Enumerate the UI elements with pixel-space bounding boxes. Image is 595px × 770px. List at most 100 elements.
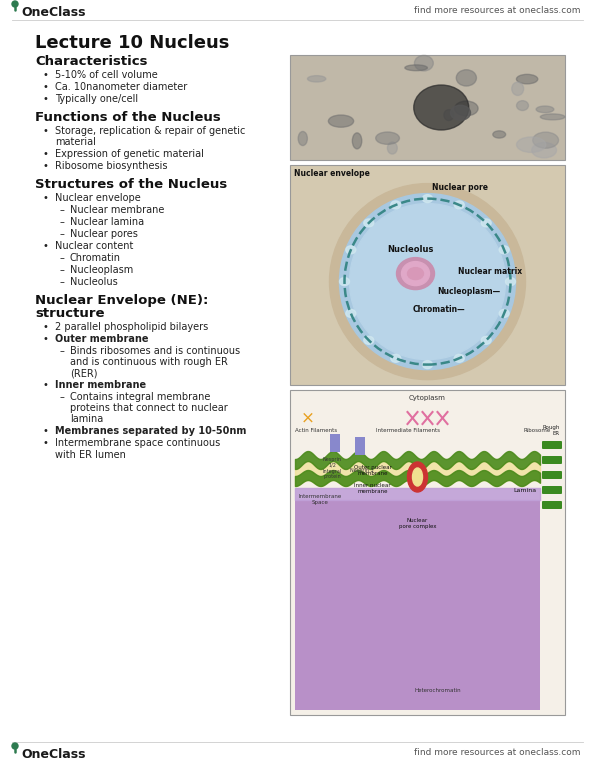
Text: •: • xyxy=(43,149,49,159)
Text: Actin Filaments: Actin Filaments xyxy=(295,428,337,433)
Text: •: • xyxy=(43,193,49,203)
Text: •: • xyxy=(43,161,49,171)
Circle shape xyxy=(12,743,18,749)
Text: Storage, replication & repair of genetic: Storage, replication & repair of genetic xyxy=(55,126,245,136)
Text: Intermembrane
Space: Intermembrane Space xyxy=(298,494,342,505)
Ellipse shape xyxy=(364,219,374,227)
Ellipse shape xyxy=(461,65,472,73)
Text: Nuclear envelope: Nuclear envelope xyxy=(55,193,141,203)
Text: Cytoplasm: Cytoplasm xyxy=(409,395,446,401)
Text: OneClass: OneClass xyxy=(21,6,86,19)
Text: Lamina: Lamina xyxy=(513,487,537,493)
Text: –: – xyxy=(60,205,65,215)
Text: Ca. 10nanometer diameter: Ca. 10nanometer diameter xyxy=(55,82,187,92)
Ellipse shape xyxy=(506,278,515,286)
Ellipse shape xyxy=(391,354,401,362)
Text: Lecture 10 Nucleus: Lecture 10 Nucleus xyxy=(35,34,230,52)
Text: Ribosome: Ribosome xyxy=(524,428,550,433)
Text: –: – xyxy=(60,265,65,275)
Ellipse shape xyxy=(469,117,485,131)
Text: •: • xyxy=(43,322,49,332)
Text: ⨯: ⨯ xyxy=(301,409,315,427)
Ellipse shape xyxy=(408,462,427,492)
Ellipse shape xyxy=(346,246,356,254)
Text: Membranes separated by 10-50nm: Membranes separated by 10-50nm xyxy=(55,426,246,436)
Text: •: • xyxy=(43,241,49,251)
Text: Intermediate Filaments: Intermediate Filaments xyxy=(375,428,440,433)
Text: Nuclear matrix: Nuclear matrix xyxy=(458,267,522,276)
Ellipse shape xyxy=(422,195,433,203)
Text: Nucleolus: Nucleolus xyxy=(387,245,434,253)
Text: Intermembrane space continuous: Intermembrane space continuous xyxy=(55,438,220,448)
Text: Rough
ER: Rough ER xyxy=(543,425,560,436)
Text: and is continuous with rough ER: and is continuous with rough ER xyxy=(70,357,228,367)
Bar xyxy=(290,390,565,715)
Text: –: – xyxy=(60,217,65,227)
Ellipse shape xyxy=(481,219,491,227)
Text: Inner nuclear
membrane: Inner nuclear membrane xyxy=(354,483,391,494)
Text: Characteristics: Characteristics xyxy=(35,55,148,68)
Text: structure: structure xyxy=(35,307,105,320)
Circle shape xyxy=(12,1,18,7)
Text: –: – xyxy=(60,277,65,287)
Text: –: – xyxy=(60,253,65,263)
Text: Heterochromatin: Heterochromatin xyxy=(414,688,461,692)
Text: Chromatin—: Chromatin— xyxy=(412,305,465,314)
Text: •: • xyxy=(43,126,49,136)
Text: Contains integral membrane: Contains integral membrane xyxy=(70,392,211,402)
Ellipse shape xyxy=(402,262,430,286)
Ellipse shape xyxy=(529,141,558,156)
FancyBboxPatch shape xyxy=(542,501,562,509)
Ellipse shape xyxy=(435,143,445,154)
Text: Expression of genetic material: Expression of genetic material xyxy=(55,149,204,159)
Ellipse shape xyxy=(386,65,408,75)
Bar xyxy=(355,437,365,455)
Ellipse shape xyxy=(478,56,491,72)
Text: Nuclear content: Nuclear content xyxy=(55,241,133,251)
Ellipse shape xyxy=(408,268,424,280)
Ellipse shape xyxy=(499,246,509,254)
Ellipse shape xyxy=(499,310,509,317)
Text: –: – xyxy=(60,229,65,239)
Text: Inner membrane: Inner membrane xyxy=(55,380,146,390)
Text: Nucleoplasm: Nucleoplasm xyxy=(70,265,133,275)
Text: proteins that connect to nuclear: proteins that connect to nuclear xyxy=(70,403,228,413)
Text: Typically one/cell: Typically one/cell xyxy=(55,94,138,104)
Ellipse shape xyxy=(481,336,491,344)
FancyBboxPatch shape xyxy=(542,441,562,449)
Ellipse shape xyxy=(455,125,480,142)
Text: Binds ribosomes and is continuous: Binds ribosomes and is continuous xyxy=(70,346,240,356)
Text: •: • xyxy=(43,438,49,448)
Text: Chromatin: Chromatin xyxy=(70,253,121,263)
Text: Nuclear pores: Nuclear pores xyxy=(70,229,138,239)
Ellipse shape xyxy=(374,122,393,135)
Ellipse shape xyxy=(340,278,349,286)
FancyBboxPatch shape xyxy=(542,486,562,494)
Ellipse shape xyxy=(396,258,434,290)
Ellipse shape xyxy=(406,85,429,94)
Text: with ER lumen: with ER lumen xyxy=(55,450,126,460)
Circle shape xyxy=(330,183,525,380)
Ellipse shape xyxy=(364,336,374,344)
Text: •: • xyxy=(43,70,49,80)
Circle shape xyxy=(340,193,515,370)
Text: Functions of the Nucleus: Functions of the Nucleus xyxy=(35,111,221,124)
Ellipse shape xyxy=(474,133,487,141)
Ellipse shape xyxy=(447,140,458,150)
Ellipse shape xyxy=(412,468,422,486)
Circle shape xyxy=(349,203,506,360)
Text: Nucleolus: Nucleolus xyxy=(70,277,118,287)
Text: Outer nuclear
membrane: Outer nuclear membrane xyxy=(353,465,392,476)
Text: Nesprin 3: Nesprin 3 xyxy=(350,468,374,473)
Text: –: – xyxy=(60,392,65,402)
Ellipse shape xyxy=(496,105,515,114)
Text: Nuclear Envelope (NE):: Nuclear Envelope (NE): xyxy=(35,294,208,307)
Text: Nesprin
1/2
Integral
protein: Nesprin 1/2 Integral protein xyxy=(322,457,342,480)
Text: lamina: lamina xyxy=(70,414,104,424)
Ellipse shape xyxy=(422,360,433,369)
Ellipse shape xyxy=(414,85,469,130)
Text: Structures of the Nucleus: Structures of the Nucleus xyxy=(35,178,227,191)
Ellipse shape xyxy=(344,120,368,127)
Text: OneClass: OneClass xyxy=(21,748,86,761)
Text: Nuclear membrane: Nuclear membrane xyxy=(70,205,164,215)
